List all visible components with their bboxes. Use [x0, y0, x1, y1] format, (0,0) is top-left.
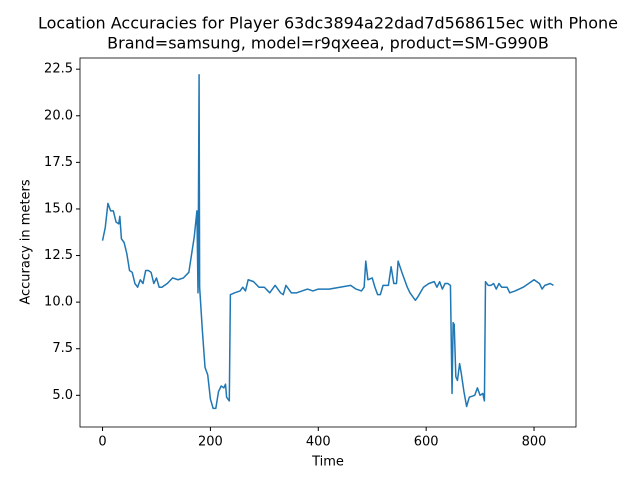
- line: [101, 74, 554, 410]
- y-tick-label: 12.5: [44, 248, 73, 263]
- y-tick-label: 17.5: [44, 155, 73, 170]
- y-tick-label: 5.0: [52, 388, 73, 403]
- chart-subtitle: Brand=samsung, model=r9qxeea, product=SM…: [107, 34, 549, 53]
- x-tick-label: 400: [306, 435, 331, 450]
- y-tick-label: 22.5: [44, 62, 73, 77]
- y-tick-label: 10.0: [44, 295, 73, 310]
- axes-frame: [79, 57, 577, 428]
- chart-title: Location Accuracies for Player 63dc3894a…: [38, 14, 618, 33]
- y-tick-label: 15.0: [44, 201, 73, 216]
- x-tick-label: 800: [522, 435, 547, 450]
- y-tick-label: 20.0: [44, 108, 73, 123]
- y-axis-label: Accuracy in meters: [19, 179, 34, 305]
- x-tick-label: 0: [98, 435, 106, 450]
- x-axis-label: Time: [311, 455, 344, 470]
- x-tick-label: 600: [414, 435, 439, 450]
- y-tick-label: 7.5: [52, 341, 73, 356]
- x-tick-label: 200: [198, 435, 223, 450]
